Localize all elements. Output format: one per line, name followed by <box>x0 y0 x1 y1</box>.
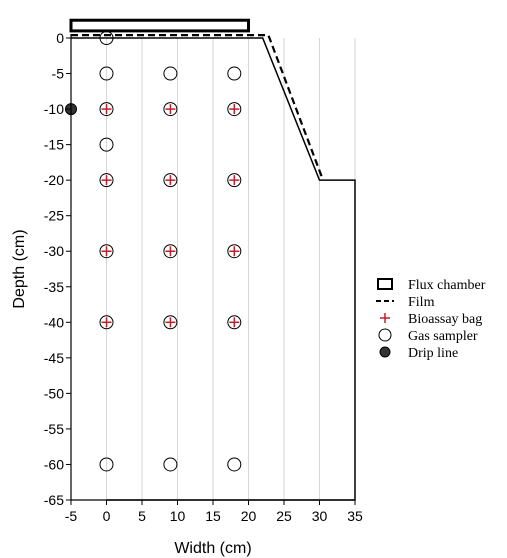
y-tick-label: -20 <box>44 172 64 188</box>
gridlines <box>106 38 356 500</box>
gas-sampler-point <box>163 244 178 259</box>
gas-sampler-point <box>227 244 242 259</box>
gas-sampler-point <box>99 244 114 259</box>
y-axis-label: Depth (cm) <box>11 229 28 308</box>
legend-label: Gas sampler <box>408 329 478 344</box>
legend-label: Flux chamber <box>408 278 486 293</box>
y-tick-label: -55 <box>44 421 64 437</box>
legend-item: Flux chamber <box>377 278 486 293</box>
gas-sampler-point <box>227 457 242 472</box>
gas-sampler-point <box>163 102 178 117</box>
legend-item: Film <box>376 295 435 310</box>
x-tick-label: 35 <box>347 508 363 524</box>
gas-sampler-point <box>163 66 178 81</box>
y-tick-label: -50 <box>44 385 64 401</box>
legend-label: Film <box>408 295 435 310</box>
y-tick-label: -10 <box>44 101 64 117</box>
gas-sampler-point <box>227 66 242 81</box>
data-marks <box>65 31 242 472</box>
y-tick-label: -25 <box>44 208 64 224</box>
x-tick-label: 10 <box>170 508 186 524</box>
gas-sampler-point <box>227 173 242 188</box>
gas-sampler-point <box>99 137 114 152</box>
y-tick-label: -30 <box>44 243 64 259</box>
y-tick-label: -40 <box>44 314 64 330</box>
legend-item: Drip line <box>379 346 458 361</box>
axes: 0-5-10-15-20-25-30-35-40-45-50-55-60-65-… <box>44 30 363 524</box>
legend-gas-sampler-swatch <box>378 328 392 342</box>
y-tick-label: -65 <box>44 492 64 508</box>
gas-sampler-point <box>163 173 178 188</box>
flux-chamber <box>69 18 250 33</box>
gas-sampler-point <box>163 315 178 330</box>
bioassay-bag-point <box>165 317 176 328</box>
bioassay-bag-point <box>101 246 112 257</box>
gas-sampler-point <box>99 66 114 81</box>
legend: Flux chamber Film Bioassay bag Gas sampler D… <box>376 278 486 361</box>
legend-flux-chamber-swatch <box>377 278 393 290</box>
x-tick-label: 0 <box>103 508 111 524</box>
gas-sampler-point <box>227 315 242 330</box>
y-tick-label: -15 <box>44 137 64 153</box>
gas-sampler-point <box>99 315 114 330</box>
bioassay-bag-point <box>165 246 176 257</box>
legend-drip-line-swatch <box>379 346 391 358</box>
legend-label: Bioassay bag <box>408 312 482 327</box>
bioassay-bag-point <box>101 104 112 115</box>
bioassay-bag-point <box>101 175 112 186</box>
legend-label: Drip line <box>408 346 458 361</box>
x-tick-label: 30 <box>312 508 328 524</box>
bioassay-bag-point <box>165 175 176 186</box>
y-tick-label: -35 <box>44 279 64 295</box>
x-tick-label: -5 <box>65 508 78 524</box>
bioassay-bag-point <box>101 317 112 328</box>
gas-sampler-point <box>99 102 114 117</box>
gas-sampler-point <box>163 457 178 472</box>
y-tick-label: -60 <box>44 456 64 472</box>
x-tick-label: 15 <box>205 508 221 524</box>
bioassay-bag-point <box>229 104 240 115</box>
y-tick-label: -45 <box>44 350 64 366</box>
gas-sampler-point <box>99 173 114 188</box>
x-tick-label: 25 <box>276 508 292 524</box>
gas-sampler-point <box>227 102 242 117</box>
x-tick-label: 5 <box>138 508 146 524</box>
y-tick-label: -5 <box>52 66 65 82</box>
bioassay-bag-point <box>229 246 240 257</box>
legend-item: Bioassay bag <box>380 312 482 327</box>
legend-item: Gas sampler <box>378 328 478 344</box>
gas-sampler-point <box>99 457 114 472</box>
gas-sampler-point <box>99 31 114 45</box>
x-axis-label: Width (cm) <box>174 540 251 557</box>
x-tick-label: 20 <box>241 508 257 524</box>
bioassay-bag-point <box>229 175 240 186</box>
film-line <box>71 34 325 181</box>
bioassay-bag-point <box>165 104 176 115</box>
y-tick-label: 0 <box>56 30 64 46</box>
bioassay-bag-point <box>229 317 240 328</box>
